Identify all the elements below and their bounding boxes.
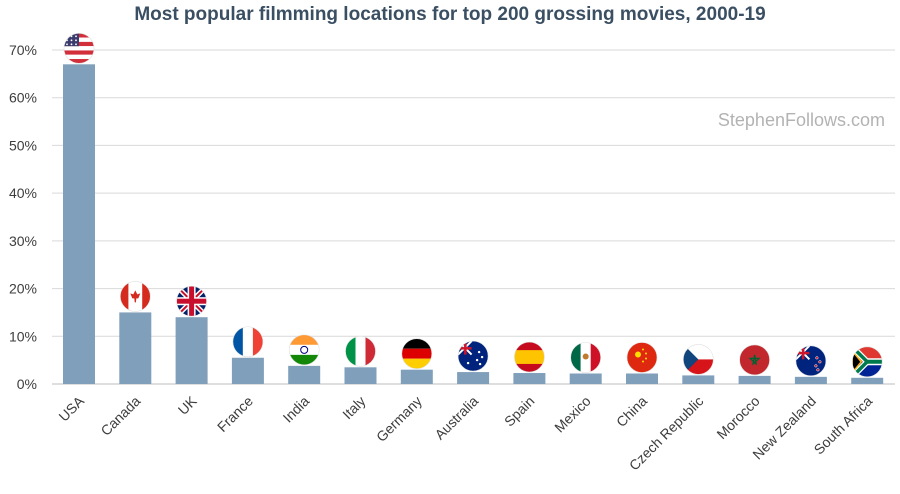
y-tick-label: 20% [9, 281, 37, 297]
bar [457, 372, 490, 384]
bar [63, 64, 95, 385]
bar [288, 365, 321, 384]
flag-france-icon [232, 326, 264, 358]
bar [851, 377, 884, 384]
bar [175, 317, 208, 384]
flag-china-icon [626, 342, 658, 373]
bar [231, 357, 264, 384]
flag-new-zealand-icon [795, 345, 827, 377]
flag-india-icon [288, 334, 320, 366]
flag-czech-republic-icon [682, 344, 714, 375]
x-tick-label: France [214, 393, 256, 435]
flag-uk-icon [176, 285, 207, 317]
x-tick-label: Morocco [713, 393, 762, 442]
x-tick-label: Germany [373, 393, 425, 445]
x-tick-label: Spain [501, 393, 538, 430]
y-tick-label: 30% [9, 233, 37, 249]
bar [119, 312, 152, 384]
bar [738, 375, 771, 384]
bar [569, 373, 602, 384]
x-tick-label: South Africa [811, 393, 876, 458]
flag-italy-icon [345, 335, 376, 367]
chart-title: Most popular filmming locations for top … [134, 4, 766, 25]
y-tick-label: 40% [9, 185, 37, 201]
bar [400, 369, 433, 384]
x-tick-label: China [613, 393, 650, 430]
flag-mexico-icon [570, 342, 602, 373]
bar [344, 367, 377, 384]
bar [682, 375, 715, 384]
bar [513, 373, 546, 384]
x-tick-label: Canada [97, 393, 143, 439]
x-tick-label: Australia [431, 393, 481, 443]
bar [794, 376, 827, 384]
y-tick-label: 60% [9, 90, 37, 106]
flag-germany-icon [401, 338, 433, 369]
y-tick-label: 0% [17, 376, 37, 392]
bar [626, 373, 658, 384]
flag-south-africa-icon [851, 346, 883, 378]
x-tick-label: USA [55, 392, 87, 424]
flag-spain-icon [514, 341, 545, 373]
x-tick-label: Italy [339, 393, 368, 422]
x-tick-label: Mexico [551, 393, 594, 436]
y-tick-label: 70% [9, 42, 37, 58]
flag-morocco-icon [739, 344, 770, 376]
x-tick-label: UK [175, 392, 201, 418]
flag-canada-icon [120, 281, 151, 312]
y-tick-label: 10% [9, 328, 37, 344]
flag-australia-icon [457, 340, 489, 372]
x-tick-label: India [280, 393, 313, 426]
watermark: StephenFollows.com [718, 110, 885, 130]
flag-usa-icon [63, 33, 95, 64]
y-tick-label: 50% [9, 137, 37, 153]
